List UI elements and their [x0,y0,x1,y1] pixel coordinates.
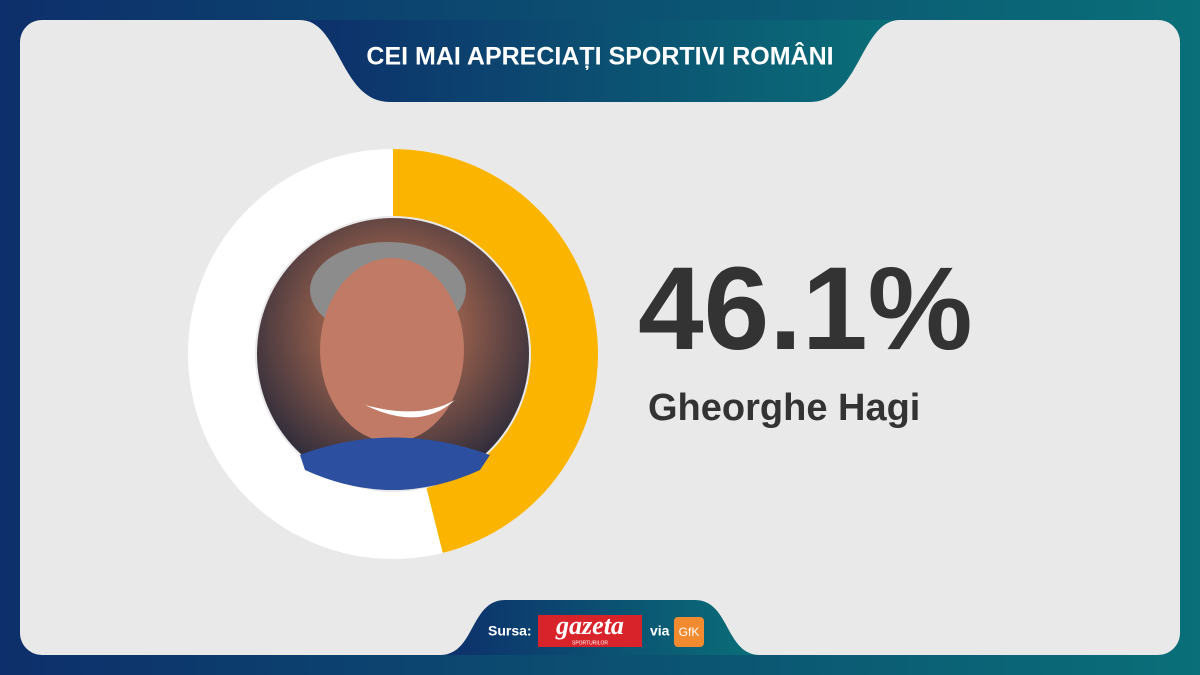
value-label: 46.1% [638,243,973,375]
publisher-sub: SPORTURILOR [572,640,608,646]
donut-segment [393,149,598,553]
publisher-logo [538,615,642,647]
partner: GfK [679,625,700,639]
partner-logo [674,617,704,647]
photo-smile [365,400,455,418]
source-via: via [650,623,670,639]
publisher: gazeta [555,611,624,640]
person-name: Gheorghe Hagi [648,387,920,429]
source-label: Sursa: [488,623,532,639]
title-tab [300,20,900,102]
photo-shirt [300,437,490,490]
chart-title: CEI MAI APRECIAȚI SPORTIVI ROMÂNI [366,41,833,71]
photo-face [320,258,464,442]
